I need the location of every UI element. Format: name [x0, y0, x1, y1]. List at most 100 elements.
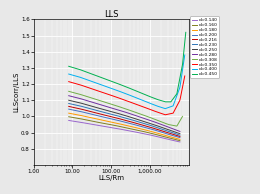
d=0.230 — [137, 121, 140, 123]
d=0.280 — [137, 115, 140, 118]
d=0.450 — [114, 81, 117, 84]
d=0.250 — [147, 122, 151, 124]
d=0.280 — [81, 98, 84, 100]
d=0.450 — [152, 97, 155, 99]
d=0.216 — [81, 108, 84, 111]
d=0.160 — [111, 124, 114, 126]
d=0.400 — [81, 77, 84, 79]
Legend: d=0.140, d=0.160, d=0.180, d=0.200, d=0.216, d=0.230, d=0.250, d=0.280, d=0.308,: d=0.140, d=0.160, d=0.180, d=0.200, d=0.… — [190, 16, 219, 78]
d=0.308 — [139, 113, 142, 115]
d=0.280 — [67, 94, 70, 97]
d=0.180 — [111, 121, 114, 124]
d=0.140 — [178, 141, 181, 143]
d=0.140 — [148, 134, 151, 136]
d=0.200 — [147, 127, 151, 130]
d=0.180 — [103, 120, 107, 122]
d=0.160 — [81, 118, 84, 120]
d=0.140 — [103, 125, 107, 128]
d=0.350 — [164, 114, 167, 116]
Line: d=0.350: d=0.350 — [69, 76, 185, 115]
d=0.350 — [183, 75, 186, 77]
d=0.308 — [175, 125, 178, 127]
d=0.160 — [178, 139, 181, 142]
d=0.350 — [152, 109, 155, 112]
d=0.140 — [111, 127, 114, 129]
d=0.308 — [150, 117, 153, 119]
d=0.450 — [105, 78, 108, 81]
d=0.250 — [103, 109, 107, 111]
d=0.450 — [184, 31, 187, 34]
d=0.280 — [111, 107, 114, 110]
Line: d=0.250: d=0.250 — [69, 100, 180, 134]
d=0.200 — [148, 127, 151, 130]
d=0.450 — [67, 65, 70, 68]
d=0.400 — [152, 103, 155, 106]
d=0.350 — [81, 85, 84, 87]
d=0.250 — [81, 102, 84, 105]
Line: d=0.308: d=0.308 — [69, 91, 183, 126]
d=0.200 — [103, 116, 107, 119]
d=0.350 — [151, 109, 154, 112]
d=0.450 — [141, 92, 144, 95]
d=0.450 — [152, 97, 155, 99]
d=0.400 — [151, 103, 154, 105]
d=0.200 — [111, 118, 114, 120]
d=0.216 — [103, 114, 107, 116]
d=0.350 — [113, 95, 116, 98]
d=0.216 — [67, 105, 70, 107]
Line: d=0.230: d=0.230 — [69, 103, 180, 135]
d=0.308 — [181, 115, 184, 118]
d=0.230 — [147, 124, 151, 126]
d=0.230 — [148, 124, 151, 126]
d=0.400 — [113, 88, 116, 91]
d=0.230 — [178, 134, 181, 136]
d=0.160 — [67, 116, 70, 118]
d=0.230 — [103, 112, 107, 114]
d=0.140 — [147, 133, 151, 136]
Title: LLS: LLS — [104, 10, 118, 19]
Line: d=0.160: d=0.160 — [69, 117, 180, 141]
d=0.350 — [140, 105, 143, 107]
d=0.216 — [137, 123, 140, 125]
d=0.140 — [137, 132, 140, 134]
d=0.216 — [178, 135, 181, 138]
d=0.250 — [178, 133, 181, 135]
Line: d=0.180: d=0.180 — [69, 113, 180, 139]
d=0.180 — [148, 130, 151, 132]
d=0.250 — [111, 111, 114, 113]
d=0.350 — [67, 81, 70, 83]
d=0.280 — [147, 119, 151, 121]
d=0.160 — [147, 132, 151, 134]
d=0.308 — [149, 117, 152, 119]
Line: d=0.200: d=0.200 — [69, 109, 180, 138]
d=0.216 — [111, 116, 114, 118]
d=0.308 — [67, 90, 70, 93]
Y-axis label: LLScorr/LLS: LLScorr/LLS — [14, 72, 20, 112]
Line: d=0.400: d=0.400 — [69, 55, 185, 109]
d=0.160 — [103, 122, 107, 125]
d=0.308 — [112, 104, 115, 106]
d=0.160 — [137, 129, 140, 132]
d=0.216 — [147, 126, 151, 128]
d=0.200 — [81, 111, 84, 113]
d=0.216 — [148, 126, 151, 128]
d=0.160 — [148, 132, 151, 134]
d=0.230 — [81, 105, 84, 108]
d=0.280 — [103, 105, 107, 107]
d=0.400 — [140, 99, 143, 101]
d=0.400 — [183, 54, 186, 56]
d=0.350 — [105, 93, 108, 95]
d=0.450 — [81, 69, 84, 72]
d=0.140 — [67, 119, 70, 122]
d=0.250 — [137, 119, 140, 121]
d=0.200 — [178, 136, 181, 139]
Line: d=0.216: d=0.216 — [69, 106, 180, 136]
d=0.180 — [67, 112, 70, 114]
d=0.400 — [105, 86, 108, 88]
d=0.250 — [67, 99, 70, 101]
d=0.230 — [67, 102, 70, 105]
d=0.280 — [178, 130, 181, 133]
Line: d=0.140: d=0.140 — [69, 120, 180, 142]
d=0.180 — [178, 138, 181, 140]
d=0.308 — [81, 94, 84, 96]
